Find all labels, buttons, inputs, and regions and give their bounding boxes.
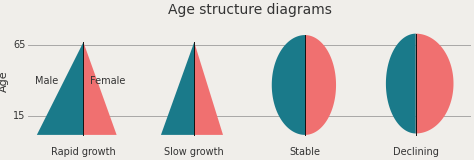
Polygon shape — [37, 42, 83, 135]
Text: Slow growth: Slow growth — [164, 147, 224, 157]
Polygon shape — [272, 35, 305, 135]
Text: 65: 65 — [13, 40, 26, 50]
Text: Declining: Declining — [393, 147, 439, 157]
Polygon shape — [161, 42, 194, 135]
Title: Age structure diagrams: Age structure diagrams — [168, 3, 331, 17]
Polygon shape — [416, 34, 454, 135]
Text: Male: Male — [35, 76, 58, 86]
Text: Female: Female — [90, 76, 126, 86]
Polygon shape — [194, 42, 223, 135]
Polygon shape — [83, 42, 117, 135]
Polygon shape — [386, 34, 416, 135]
Polygon shape — [305, 35, 336, 135]
Text: Age: Age — [0, 70, 9, 92]
Text: Stable: Stable — [290, 147, 320, 157]
Text: Rapid growth: Rapid growth — [51, 147, 116, 157]
Text: 15: 15 — [13, 111, 26, 121]
